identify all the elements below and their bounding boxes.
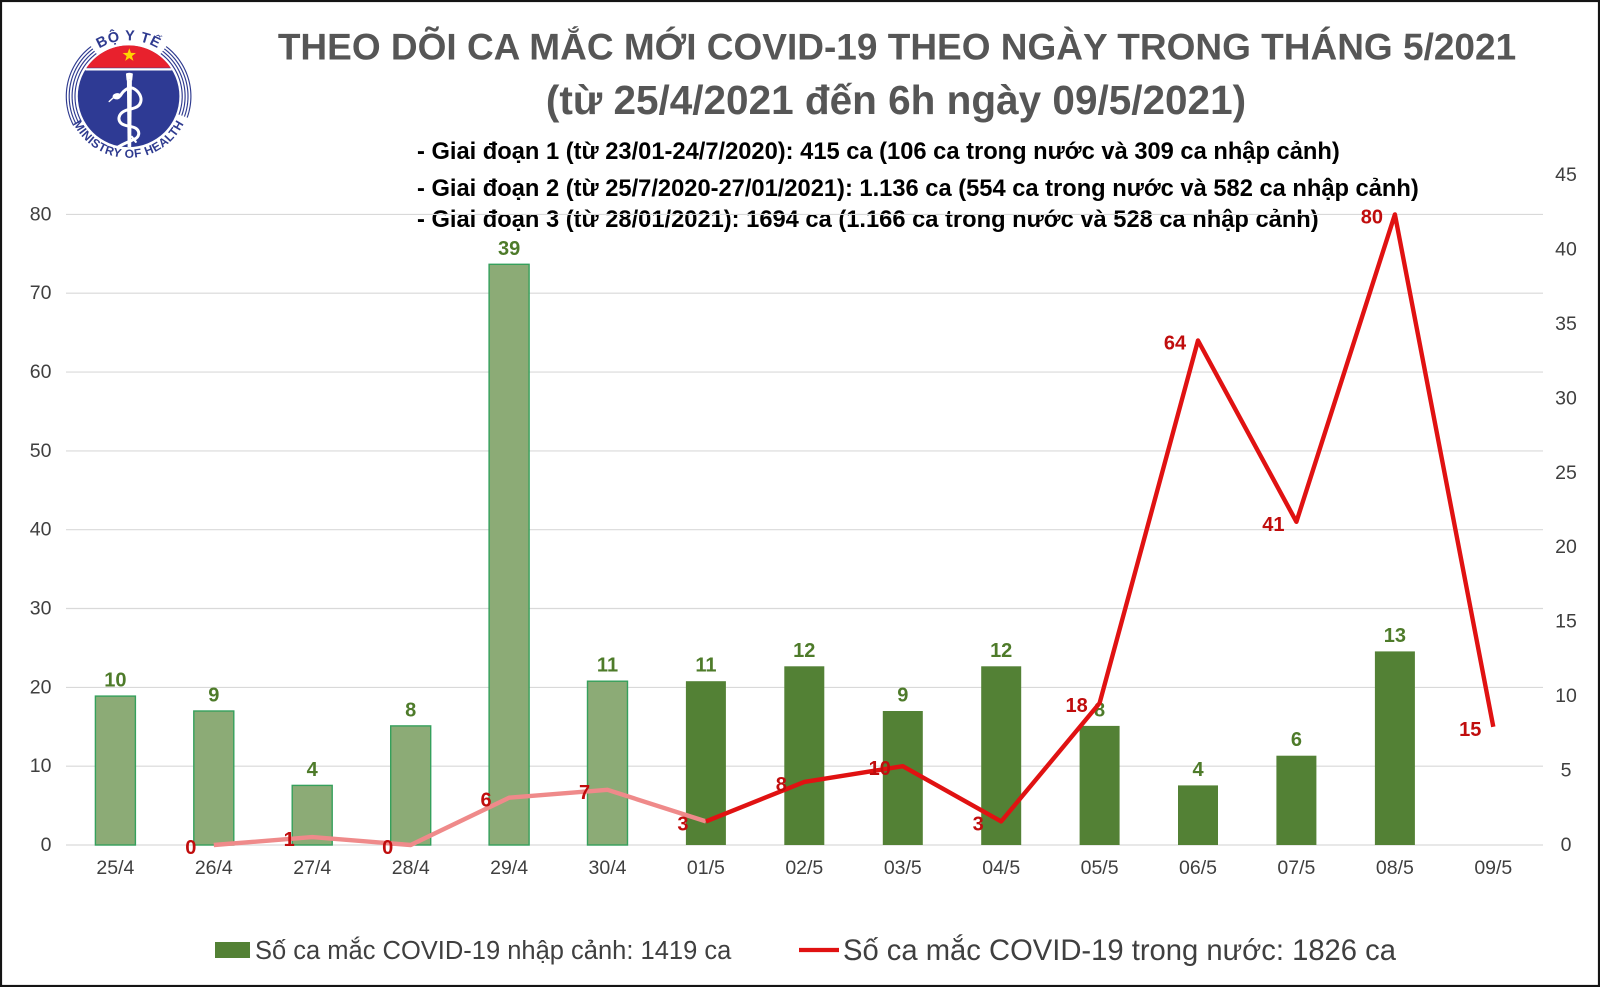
svg-text:39: 39	[498, 238, 520, 260]
svg-text:35: 35	[1555, 313, 1577, 335]
svg-text:20: 20	[30, 676, 52, 698]
svg-text:10: 10	[1555, 685, 1577, 707]
svg-text:8: 8	[776, 774, 787, 796]
svg-text:64: 64	[1164, 333, 1187, 355]
svg-text:- Giai đoạn 1 (từ 23/01-24/7/2: - Giai đoạn 1 (từ 23/01-24/7/2020): 415 …	[417, 139, 1340, 165]
svg-text:05/5: 05/5	[1081, 857, 1119, 879]
svg-text:11: 11	[597, 655, 618, 677]
svg-text:25/4: 25/4	[96, 857, 134, 879]
svg-text:Số ca mắc COVID-19 nhập cảnh:: Số ca mắc COVID-19 nhập cảnh: 1419 ca	[255, 936, 732, 965]
svg-text:- Giai đoạn 3 (từ 28/01/2021):: - Giai đoạn 3 (từ 28/01/2021): 1694 ca (…	[417, 207, 1319, 233]
svg-text:10: 10	[104, 670, 126, 692]
svg-text:12: 12	[990, 640, 1012, 662]
svg-text:30/4: 30/4	[589, 857, 627, 879]
svg-text:9: 9	[897, 685, 908, 707]
svg-text:50: 50	[30, 440, 52, 462]
svg-text:0: 0	[185, 837, 196, 859]
svg-text:5: 5	[1561, 760, 1572, 782]
svg-text:3: 3	[677, 813, 688, 835]
svg-text:41: 41	[1262, 514, 1284, 536]
svg-text:11: 11	[695, 655, 716, 677]
svg-text:8: 8	[405, 699, 416, 721]
svg-text:02/5: 02/5	[785, 857, 823, 879]
svg-text:0: 0	[382, 837, 393, 859]
svg-text:80: 80	[30, 203, 52, 225]
svg-text:27/4: 27/4	[293, 857, 331, 879]
svg-text:09/5: 09/5	[1474, 857, 1512, 879]
svg-text:10: 10	[869, 758, 891, 780]
svg-text:6: 6	[481, 790, 492, 812]
svg-text:0: 0	[41, 834, 52, 856]
svg-text:(từ 25/4/2021 đến 6h ngày 09/5: (từ 25/4/2021 đến 6h ngày 09/5/2021)	[546, 77, 1246, 123]
svg-text:04/5: 04/5	[982, 857, 1020, 879]
svg-text:15: 15	[1459, 719, 1481, 741]
svg-text:06/5: 06/5	[1179, 857, 1217, 879]
svg-text:25: 25	[1555, 462, 1577, 484]
svg-text:60: 60	[30, 361, 52, 383]
svg-text:6: 6	[1291, 729, 1302, 751]
svg-text:30: 30	[30, 598, 52, 620]
svg-text:4: 4	[1192, 759, 1204, 781]
svg-text:13: 13	[1384, 625, 1406, 647]
svg-text:07/5: 07/5	[1277, 857, 1315, 879]
svg-text:3: 3	[973, 813, 984, 835]
svg-text:8: 8	[1094, 699, 1105, 721]
svg-text:1: 1	[284, 829, 295, 851]
svg-text:18: 18	[1065, 695, 1087, 717]
svg-text:30: 30	[1555, 387, 1577, 409]
svg-text:15: 15	[1555, 611, 1577, 633]
svg-text:Số ca mắc COVID-19 trong nước:: Số ca mắc COVID-19 trong nước: 1826 ca	[843, 934, 1397, 967]
svg-text:28/4: 28/4	[392, 857, 430, 879]
svg-text:26/4: 26/4	[195, 857, 233, 879]
svg-text:- Giai đoạn 2 (từ 25/7/2020-27: - Giai đoạn 2 (từ 25/7/2020-27/01/2021):…	[417, 176, 1419, 202]
svg-text:70: 70	[30, 282, 52, 304]
svg-text:40: 40	[1555, 238, 1577, 260]
svg-text:9: 9	[208, 685, 219, 707]
svg-text:10: 10	[30, 755, 52, 777]
svg-text:0: 0	[1561, 834, 1572, 856]
svg-text:40: 40	[30, 519, 52, 541]
svg-text:THEO DÕI CA MẮC MỚI COVID-19 T: THEO DÕI CA MẮC MỚI COVID-19 THEO NGÀY T…	[278, 26, 1516, 68]
svg-text:4: 4	[307, 759, 319, 781]
svg-text:03/5: 03/5	[884, 857, 922, 879]
svg-text:45: 45	[1555, 164, 1577, 186]
svg-text:7: 7	[579, 782, 590, 804]
svg-text:20: 20	[1555, 536, 1577, 558]
svg-text:12: 12	[793, 640, 815, 662]
svg-text:80: 80	[1361, 206, 1383, 228]
svg-text:01/5: 01/5	[687, 857, 725, 879]
svg-text:08/5: 08/5	[1376, 857, 1414, 879]
svg-text:29/4: 29/4	[490, 857, 528, 879]
